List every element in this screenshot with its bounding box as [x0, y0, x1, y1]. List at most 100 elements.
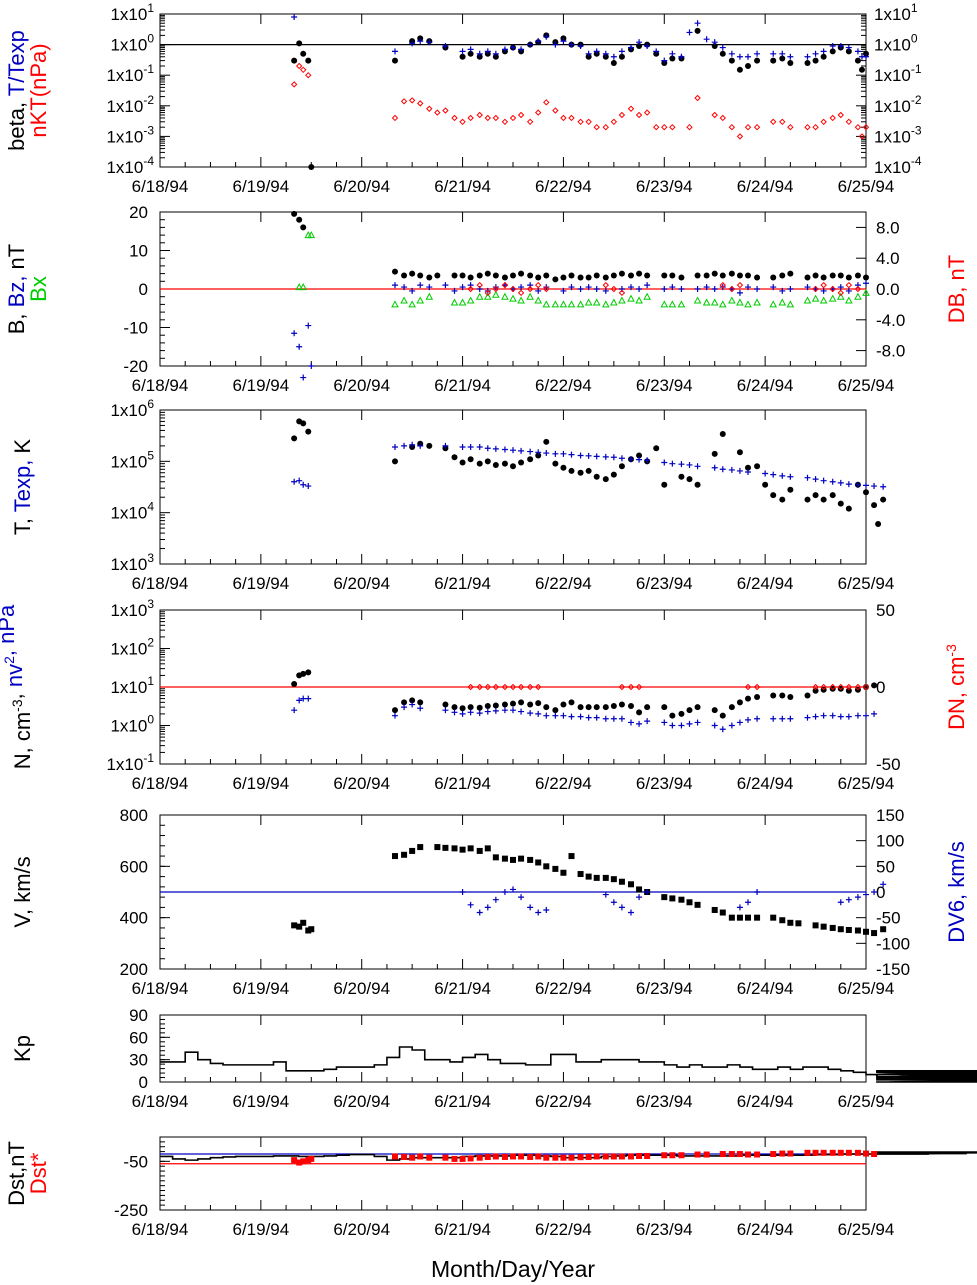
data-point — [694, 481, 701, 488]
plot-frame — [159, 1014, 867, 1083]
data-point — [820, 477, 827, 484]
data-point — [694, 719, 701, 726]
data-point — [669, 1152, 676, 1159]
data-point — [636, 43, 643, 50]
data-point — [812, 687, 819, 694]
x-tick-label: 6/21/94 — [434, 1092, 491, 1111]
data-point — [804, 274, 811, 281]
data-point — [754, 914, 761, 921]
data-point — [451, 704, 458, 711]
data-point — [770, 715, 777, 722]
x-tick-label: 6/22/94 — [535, 177, 592, 196]
data-point — [863, 891, 869, 898]
data-point — [467, 709, 474, 716]
data-point — [845, 48, 852, 55]
x-tick-label: 6/23/94 — [636, 1092, 693, 1111]
data-point — [518, 855, 525, 862]
data-point — [711, 286, 718, 292]
data-point — [618, 463, 625, 470]
data-point — [754, 463, 761, 470]
data-point — [661, 481, 668, 488]
x-tick-label: 6/22/94 — [535, 1092, 592, 1111]
data-point — [804, 496, 811, 503]
right-tick-label: 4.0 — [876, 249, 900, 268]
data-point — [812, 123, 819, 131]
data-point — [744, 716, 751, 723]
data-point — [829, 478, 836, 485]
data-point — [863, 53, 869, 60]
data-point — [728, 1151, 735, 1158]
right-axis-label: DB, nT — [944, 255, 969, 323]
data-point — [467, 274, 474, 281]
data-point — [484, 703, 491, 710]
data-point — [577, 43, 584, 50]
data-point — [534, 296, 543, 304]
data-point — [736, 467, 743, 474]
data-point — [484, 270, 491, 277]
data-point — [854, 894, 861, 901]
data-point — [577, 452, 584, 459]
right-tick-label: -50 — [876, 909, 901, 928]
data-point — [686, 476, 693, 483]
data-point — [863, 280, 869, 287]
data-point — [804, 474, 811, 481]
data-point — [694, 286, 701, 292]
data-point — [736, 298, 744, 306]
data-point — [305, 71, 312, 79]
data-point — [779, 496, 786, 503]
data-point — [812, 57, 819, 64]
data-point — [863, 482, 869, 489]
data-point — [476, 111, 483, 119]
data-point — [426, 284, 433, 291]
data-point — [476, 50, 483, 57]
data-point — [636, 456, 643, 463]
data-point — [476, 847, 483, 854]
data-point — [300, 66, 307, 74]
data-point — [770, 471, 777, 478]
data-point — [484, 1153, 491, 1160]
data-point — [559, 300, 568, 308]
data-point — [543, 99, 550, 106]
y-tick-label-right: 1x10-4 — [874, 154, 922, 177]
data-point — [442, 107, 449, 114]
data-point — [451, 845, 458, 852]
x-tick-label: 6/20/94 — [333, 1220, 390, 1239]
data-point — [585, 714, 592, 721]
data-point — [593, 272, 600, 279]
data-point — [719, 50, 726, 57]
right-tick-label: -8.0 — [876, 342, 905, 361]
panel-N: 1x103 1x102 1x101 1x100 1x10-1 50 0 -50 DN, cm-3… — [0, 597, 969, 793]
data-point — [305, 927, 312, 934]
data-point — [779, 715, 786, 722]
data-point — [417, 699, 424, 706]
x-tick-label: 6/24/94 — [737, 376, 794, 395]
y-axis-label: Dst,nT — [4, 1141, 29, 1206]
data-point — [501, 118, 509, 126]
data-point — [719, 281, 726, 289]
data-point — [467, 704, 474, 711]
data-point — [628, 456, 635, 463]
data-point — [661, 286, 668, 292]
y-tick-label-right: 1x10-2 — [874, 93, 922, 116]
data-point — [305, 57, 312, 64]
data-point — [694, 272, 701, 279]
data-point — [736, 289, 743, 296]
data-point — [501, 460, 508, 467]
x-tick-label: 6/19/94 — [232, 979, 289, 998]
y-axis-label-2: Bx — [26, 276, 51, 302]
data-point — [568, 699, 575, 706]
data-point — [769, 300, 778, 308]
y-tick-label: 10 — [129, 242, 148, 261]
data-point — [661, 57, 668, 64]
data-point — [644, 889, 651, 895]
data-point — [434, 272, 441, 279]
data-point — [880, 496, 887, 503]
data-point — [610, 60, 617, 67]
data-point — [728, 50, 735, 57]
data-point — [618, 296, 626, 304]
data-point — [602, 281, 609, 289]
data-point — [661, 719, 668, 726]
data-point — [291, 478, 298, 485]
data-point — [837, 500, 844, 507]
data-point — [653, 445, 660, 452]
